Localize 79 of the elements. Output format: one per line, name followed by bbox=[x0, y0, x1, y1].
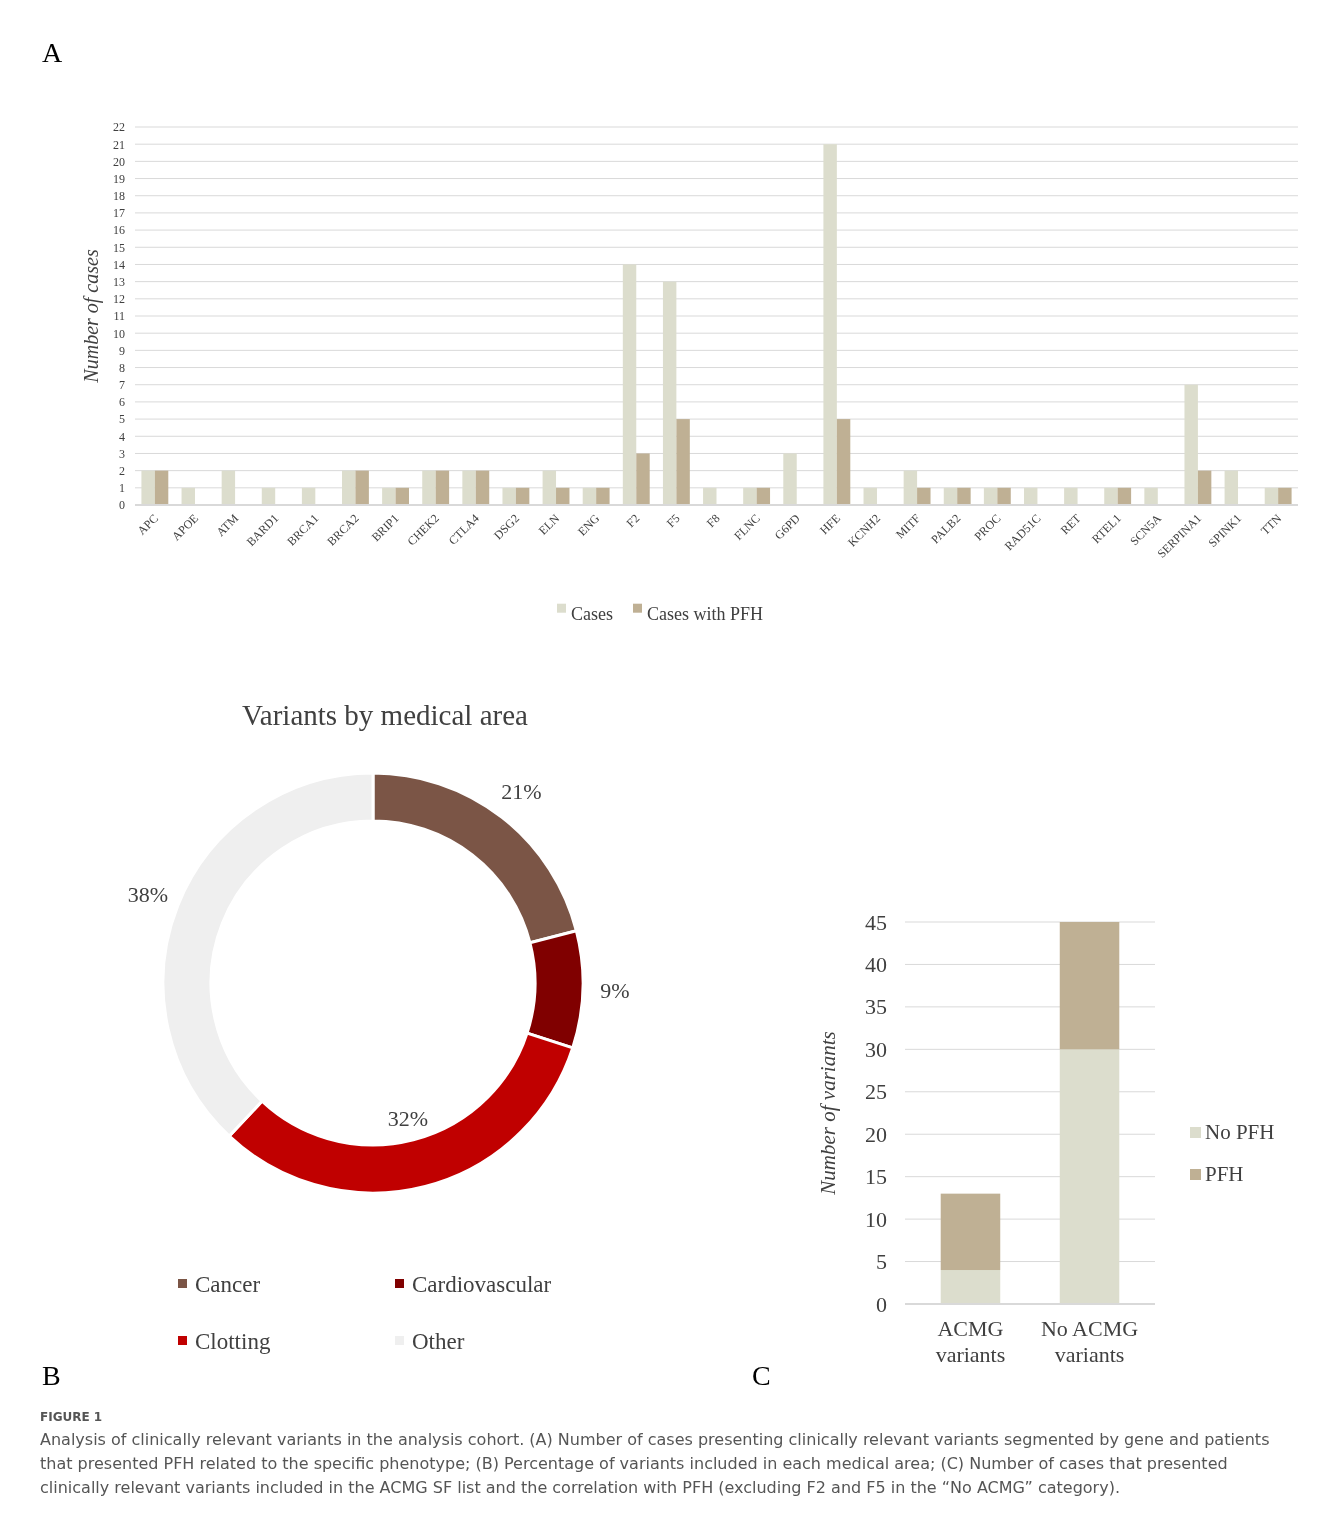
y-tick-label: 25 bbox=[865, 1079, 887, 1105]
y-tick-label: 45 bbox=[865, 909, 887, 935]
legend-label: Cases bbox=[570, 604, 613, 625]
bar bbox=[636, 453, 650, 505]
y-tick-label: 0 bbox=[119, 498, 125, 513]
y-tick-label: 2 bbox=[119, 463, 125, 478]
chart-title: Variants by medical area bbox=[242, 699, 529, 731]
text: B bbox=[42, 1360, 61, 1391]
bar bbox=[836, 419, 851, 505]
y-tick-label: 15 bbox=[113, 240, 125, 255]
y-tick-label: 5 bbox=[119, 412, 125, 427]
y-tick-label: 10 bbox=[865, 1206, 887, 1232]
y-tick-label: 9 bbox=[119, 343, 125, 358]
y-tick-label: 12 bbox=[113, 292, 125, 307]
y-tick-label: 3 bbox=[119, 446, 125, 461]
y-tick-label: 6 bbox=[119, 395, 125, 410]
bar bbox=[1059, 922, 1120, 1050]
y-tick-label: 30 bbox=[865, 1036, 887, 1062]
y-tick-label: 15 bbox=[865, 1164, 887, 1190]
y-tick-label: 19 bbox=[113, 171, 125, 186]
data-label: 21% bbox=[501, 779, 542, 805]
bar bbox=[435, 470, 450, 505]
legend-label: Cardiovascular bbox=[412, 1272, 552, 1297]
x-tick-label: F8 bbox=[703, 511, 723, 531]
legend-label: Other bbox=[412, 1329, 465, 1354]
bar bbox=[957, 487, 971, 505]
data-label: 32% bbox=[387, 1106, 428, 1132]
text: Analysis of clinically relevant variants in the analysis cohort. (A) Number of cases presenting clinically relevant variants segmented by gene and patients that presented PFH related to the specific phenotype; (B) Percentage of variants included in each medical area; (C) Number of cases that presented clinically relevant variants included in the ACMG SF list and the correlation with PFH (excluding F2 and F5 in the “No ACMG” category). bbox=[40, 1429, 1271, 1499]
y-tick-label: 7 bbox=[119, 378, 125, 393]
bar bbox=[940, 1193, 1001, 1271]
y-tick-label: 11 bbox=[113, 309, 125, 324]
bar bbox=[556, 487, 570, 505]
bar bbox=[515, 487, 530, 505]
y-tick-label: 14 bbox=[113, 257, 125, 272]
x-tick-label: TTN bbox=[1257, 510, 1285, 538]
data-label: 9% bbox=[600, 978, 630, 1004]
bar bbox=[1117, 487, 1132, 505]
y-axis-title: Number of cases bbox=[80, 249, 103, 384]
y-tick-label: 13 bbox=[113, 274, 125, 289]
y-axis-title: Number of variants bbox=[816, 1031, 840, 1196]
y-tick-label: 20 bbox=[865, 1121, 887, 1147]
y-tick-label: 16 bbox=[113, 223, 125, 238]
x-tick-label: No ACMG variants bbox=[1040, 1315, 1139, 1368]
y-tick-label: 35 bbox=[865, 994, 887, 1020]
y-tick-label: 1 bbox=[119, 481, 125, 496]
bar bbox=[756, 487, 771, 505]
bar bbox=[154, 470, 169, 505]
bar bbox=[395, 487, 409, 505]
y-tick-label: 17 bbox=[113, 206, 125, 221]
y-tick-label: 8 bbox=[119, 360, 125, 375]
y-tick-label: 20 bbox=[113, 154, 125, 169]
legend-label: PFH bbox=[1205, 1162, 1244, 1186]
y-tick-label: 4 bbox=[119, 429, 125, 444]
bar bbox=[596, 487, 610, 505]
y-tick-label: 18 bbox=[113, 189, 125, 204]
y-tick-label: 5 bbox=[876, 1249, 887, 1275]
y-tick-label: 0 bbox=[876, 1291, 887, 1317]
legend-label: Cases with PFH bbox=[646, 604, 764, 625]
x-tick-label: F5 bbox=[663, 511, 683, 531]
legend-label: Cancer bbox=[195, 1272, 261, 1297]
x-tick-label: ACMG variants bbox=[935, 1315, 1006, 1368]
caption: FIGURE 1 bbox=[40, 1410, 104, 1424]
x-tick-label: F2 bbox=[623, 511, 643, 531]
text: A bbox=[42, 37, 63, 68]
y-tick-label: 22 bbox=[113, 120, 125, 135]
data-label: 38% bbox=[127, 881, 169, 907]
legend-label: No PFH bbox=[1205, 1120, 1275, 1144]
bar bbox=[997, 487, 1011, 505]
bar bbox=[917, 487, 931, 505]
bar bbox=[1197, 470, 1212, 505]
y-tick-label: 10 bbox=[113, 326, 125, 341]
y-tick-label: 40 bbox=[865, 951, 887, 977]
y-tick-label: 21 bbox=[113, 137, 125, 152]
legend-label: Clotting bbox=[195, 1329, 271, 1354]
bar bbox=[1278, 487, 1292, 505]
bar bbox=[475, 470, 490, 505]
bar bbox=[355, 470, 369, 505]
bar bbox=[676, 419, 690, 505]
text: C bbox=[752, 1360, 771, 1391]
